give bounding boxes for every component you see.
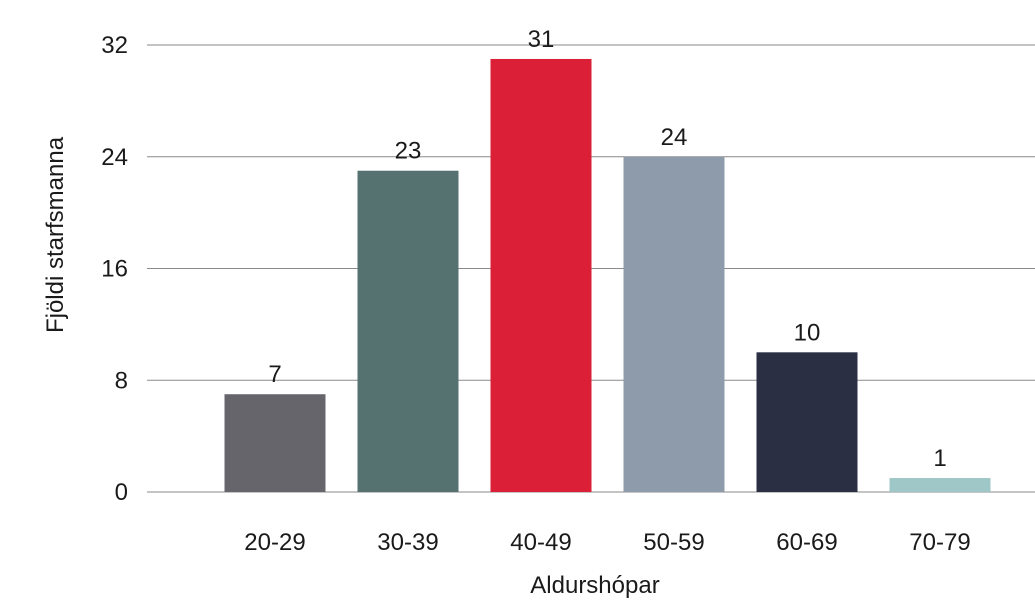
bars <box>224 58 991 492</box>
x-tick-label-40-49: 40-49 <box>510 529 571 556</box>
data-label-40-49: 31 <box>528 26 555 53</box>
bar-60-69 <box>756 352 858 492</box>
x-axis-title: Aldurshópar <box>530 572 659 599</box>
x-tick-label-70-79: 70-79 <box>909 529 970 556</box>
x-tick-label-20-29: 20-29 <box>244 529 305 556</box>
data-label-20-29: 7 <box>268 361 281 388</box>
bar-40-49 <box>490 58 592 492</box>
bar-70-79 <box>889 478 991 492</box>
bar-50-59 <box>623 156 725 492</box>
x-tick-label-50-59: 50-59 <box>643 529 704 556</box>
bar-20-29 <box>224 394 326 492</box>
y-tick-label: 32 <box>101 32 128 59</box>
x-tick-label-60-69: 60-69 <box>776 529 837 556</box>
y-tick-label: 0 <box>115 479 128 506</box>
data-label-60-69: 10 <box>794 319 821 346</box>
data-label-30-39: 23 <box>395 138 422 165</box>
y-tick-label: 8 <box>115 367 128 394</box>
y-axis-ticks: 0 8 16 24 32 <box>101 32 128 506</box>
data-label-70-79: 1 <box>933 445 946 472</box>
y-tick-label: 16 <box>101 256 128 283</box>
data-labels: 7 23 31 24 10 1 <box>268 26 946 472</box>
x-tick-label-30-39: 30-39 <box>377 529 438 556</box>
data-label-50-59: 24 <box>661 124 688 151</box>
bar-30-39 <box>357 170 459 492</box>
y-axis-title: Fjöldi starfsmanna <box>42 136 69 333</box>
y-tick-label: 24 <box>101 144 128 171</box>
x-axis-ticks: 20-29 30-39 40-49 50-59 60-69 70-79 <box>244 529 970 556</box>
